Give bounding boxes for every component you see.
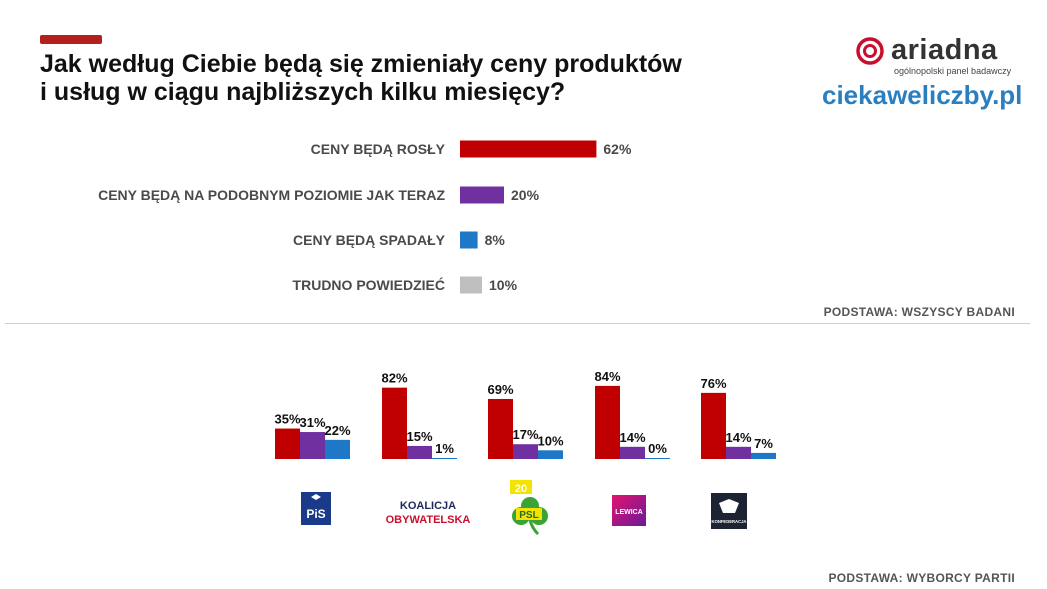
value-label: 20% [511,187,540,203]
party-bar [645,458,670,459]
party-value-label: 14% [725,430,751,445]
party-value-label: 17% [512,427,538,442]
party-bar [538,450,563,459]
party-value-label: 0% [648,441,667,456]
title-line-2: i usług w ciągu najbliższych kilku miesi… [40,78,566,106]
ariadna-logo: ariadna [855,34,998,67]
party-value-label: 82% [381,371,407,386]
psl-logo-text: PSL [519,510,538,521]
brand-site-link[interactable]: ciekaweliczby.pl [822,80,1023,110]
party-bar [620,446,645,459]
party-bar [701,392,726,459]
party-value-label: 22% [324,423,350,438]
brand-subtitle: ogólnopolski panel badawczy [894,66,1012,76]
bar [460,186,504,204]
title-line-1: Jak według Ciebie będą się zmieniały cen… [40,50,682,78]
ko-logo-line2: OBYWATELSKA [386,514,471,526]
party-bar [513,444,538,459]
psl-logo-icon: 20 PSL [510,480,548,536]
lewica-logo-icon: LEWICA [612,495,646,526]
category-label: CENY BĘDĄ NA PODOBNYM POZIOMIE JAK TERAZ [98,187,445,203]
title-accent-bar [40,35,102,44]
party-value-label: 31% [299,415,325,430]
party-bar [751,452,776,459]
party-value-label: 14% [619,430,645,445]
party-value-label: 10% [537,433,563,448]
ariadna-spiral-icon [856,36,884,65]
bar [460,231,478,249]
category-label: TRUDNO POWIEDZIEĆ [293,276,445,293]
party-value-label: 76% [700,376,726,391]
bar [460,276,482,294]
category-label: CENY BĘDĄ SPADAŁY [293,232,446,248]
pis-logo-text: PiS [306,507,325,521]
party-bar [595,385,620,459]
svg-text:20: 20 [515,483,527,495]
party-value-label: 35% [274,412,300,427]
top-bar-chart: CENY BĘDĄ ROSŁY 62% CENY BĘDĄ NA PODOBNYM … [98,140,632,294]
brand-name: ariadna [891,34,998,66]
ko-logo-line1: KOALICJA [400,500,456,512]
party-bar [382,387,407,459]
basis-voters-note: PODSTAWA: WYBORCY PARTII [828,571,1015,585]
pis-logo-icon: PiS [301,492,331,525]
party-value-label: 1% [435,441,454,456]
value-label: 10% [489,277,518,293]
value-label: 62% [603,141,632,157]
chart-title: Jak według Ciebie będą się zmieniały cen… [40,50,800,106]
party-bar [325,439,350,459]
section-divider [5,323,1030,324]
ko-logo-icon: KOALICJA OBYWATELSKA [386,500,471,526]
party-bar [726,446,751,459]
party-bar [275,428,300,459]
category-label: CENY BĘDĄ ROSŁY [311,141,446,157]
party-value-label: 69% [487,382,513,397]
party-bar [488,398,513,459]
party-value-label: 7% [754,436,773,451]
basis-all-note: PODSTAWA: WSZYSCY BADANI [823,305,1015,319]
party-value-label: 84% [594,369,620,384]
party-bar [300,432,325,459]
lewica-logo-text: LEWICA [615,509,643,516]
value-label: 8% [485,232,506,248]
brand-block: ariadna ogólnopolski panel badawczy ciek… [822,34,1022,124]
bar [460,140,597,158]
party-value-label: 15% [406,429,432,444]
konfederacja-logo-icon: KONFEDERACJA [711,493,747,529]
party-bar [432,458,457,459]
party-bar [407,445,432,459]
konfederacja-logo-text: KONFEDERACJA [712,519,747,524]
